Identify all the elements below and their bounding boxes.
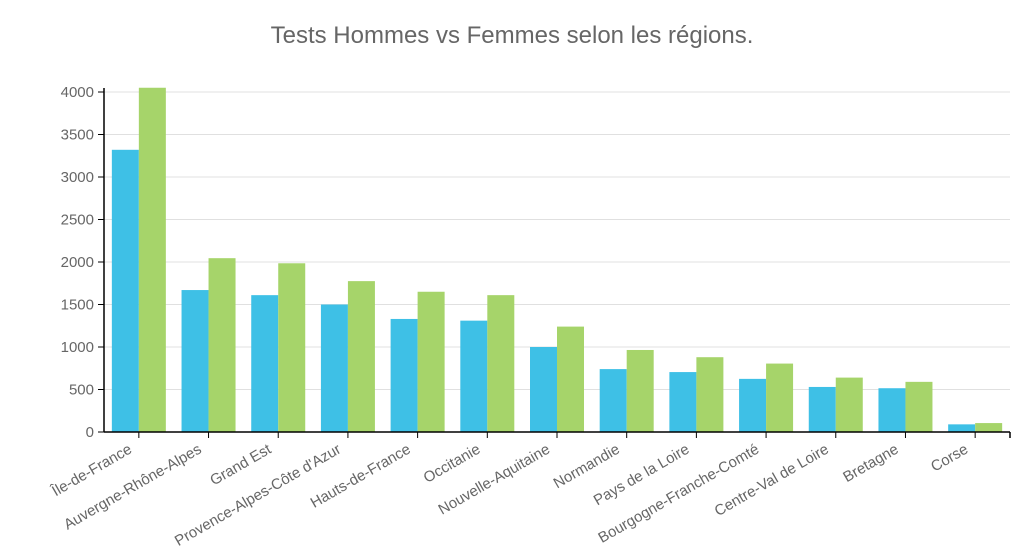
bar-series1 (181, 290, 209, 432)
y-tick-label: 2000 (61, 254, 94, 271)
axes (98, 88, 1011, 438)
x-tick-label: Centre-Val de Loire (712, 441, 832, 520)
y-tick-label: 1000 (61, 339, 94, 356)
bar-series1 (599, 369, 627, 432)
bar-series2 (835, 377, 863, 432)
bar-series2 (487, 295, 515, 432)
bar-series1 (530, 347, 557, 432)
bar-series2 (766, 363, 794, 432)
bar-series2 (557, 326, 584, 432)
y-tick-label: 1500 (61, 297, 94, 314)
bar-series1 (460, 320, 488, 432)
y-tick-labels: 0 500 1000 1500 2000 2500 3000 3500 4000 (61, 84, 94, 441)
chart-title: Tests Hommes vs Femmes selon les régions… (270, 22, 754, 49)
bar-series2 (347, 281, 375, 432)
bar-series2 (975, 423, 1003, 432)
bar-series2 (138, 87, 166, 432)
y-tick-label: 0 (86, 424, 94, 441)
bar-series2 (905, 381, 933, 432)
bar-series2 (208, 258, 236, 432)
bar-series1 (320, 304, 348, 432)
bars (111, 87, 1003, 433)
x-tick-label: Corse (928, 441, 971, 476)
y-tick-label: 3500 (61, 127, 94, 144)
bar-series2 (278, 263, 306, 432)
bar-series2 (417, 291, 445, 432)
y-tick-label: 4000 (61, 84, 94, 101)
bar-series1 (390, 318, 418, 432)
bar-series1 (251, 295, 279, 432)
x-tick-label: Bretagne (840, 441, 901, 486)
bar-series2 (626, 349, 654, 432)
bar-series1 (808, 386, 836, 432)
bar-series1 (739, 378, 767, 432)
y-tick-label: 3000 (61, 169, 94, 186)
bar-series2 (696, 357, 724, 432)
y-tick-label: 2500 (61, 212, 94, 229)
x-tick-label: Occitanie (421, 441, 484, 487)
bar-series1 (948, 424, 976, 432)
bar-series1 (111, 149, 139, 433)
y-tick-label: 500 (69, 382, 94, 399)
bar-series1 (878, 388, 906, 432)
bar-series1 (669, 372, 697, 432)
